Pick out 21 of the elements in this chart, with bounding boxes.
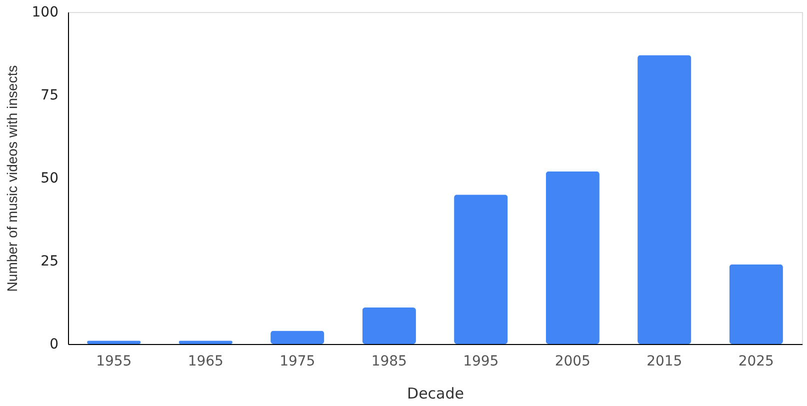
bar	[454, 194, 508, 344]
x-axis-title: Decade	[407, 384, 464, 402]
y-tick-label: 25	[40, 254, 58, 270]
y-tick-label: 75	[40, 88, 58, 104]
x-tick-label: 1955	[96, 354, 132, 370]
x-tick-label: 2025	[738, 354, 774, 370]
y-tick-label: 100	[32, 4, 58, 20]
x-tick-label: 1975	[280, 354, 316, 370]
x-tick-label: 1985	[371, 354, 407, 370]
y-tick-label: 0	[50, 336, 58, 352]
y-tick-label: 50	[40, 170, 58, 186]
bar	[362, 307, 416, 344]
x-tick-label: 2015	[646, 354, 682, 370]
bar	[546, 171, 600, 344]
bar	[270, 330, 324, 344]
x-tick-label: 2005	[554, 354, 590, 370]
bar	[638, 55, 692, 344]
y-axis-title: Number of music videos with insects	[4, 65, 20, 292]
bar	[729, 264, 783, 344]
x-tick-label: 1995	[463, 354, 499, 370]
x-tick-label: 1965	[188, 354, 224, 370]
